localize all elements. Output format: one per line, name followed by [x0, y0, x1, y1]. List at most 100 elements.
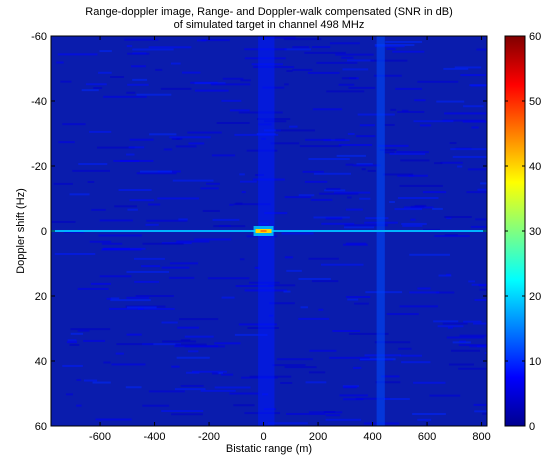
noise-streak: [140, 265, 161, 268]
noise-streak: [298, 317, 330, 320]
noise-streak: [87, 180, 95, 183]
noise-streak: [142, 343, 181, 346]
noise-streak: [308, 257, 339, 260]
noise-streak: [240, 79, 251, 82]
noise-streak: [233, 203, 271, 206]
noise-streak: [482, 412, 487, 415]
noise-streak: [241, 191, 246, 194]
noise-streak: [324, 189, 346, 192]
noise-streak: [200, 187, 219, 190]
noise-streak: [398, 347, 412, 350]
noise-streak: [448, 363, 475, 366]
noise-streak: [467, 168, 487, 171]
noise-streak: [76, 404, 82, 407]
noise-streak: [58, 141, 75, 144]
noise-streak: [180, 339, 191, 342]
noise-streak: [417, 418, 432, 421]
noise-streak: [359, 124, 375, 127]
noise-streak: [239, 173, 245, 176]
y-tick-label: 20: [35, 291, 47, 303]
noise-streak: [213, 225, 246, 228]
noise-streak: [272, 364, 306, 367]
noise-streak: [281, 232, 314, 235]
noise-streak: [124, 38, 159, 41]
noise-streak: [417, 80, 459, 83]
noise-streak: [468, 280, 476, 283]
noise-streak: [399, 184, 443, 187]
noise-streak: [394, 208, 423, 211]
noise-streak: [133, 257, 165, 260]
noise-streak: [126, 333, 142, 336]
noise-streak: [78, 163, 108, 166]
noise-streak: [389, 201, 395, 204]
colorbar-tick-label: 0: [529, 421, 535, 433]
x-tick-label: 0: [260, 431, 266, 443]
noise-streak: [91, 208, 106, 211]
noise-streak: [370, 59, 408, 62]
noise-streak: [378, 144, 409, 147]
noise-streak: [180, 384, 204, 387]
noise-streak: [412, 413, 446, 416]
noise-streak: [172, 179, 214, 182]
noise-streak: [93, 87, 103, 90]
noise-streak: [77, 287, 109, 290]
noise-streak: [148, 46, 192, 49]
noise-streak: [410, 205, 425, 208]
noise-streak: [184, 345, 226, 348]
noise-streak: [148, 390, 185, 393]
noise-streak: [263, 120, 287, 123]
noise-streak: [114, 205, 137, 208]
noise-streak: [429, 394, 461, 397]
noise-streak: [325, 217, 343, 220]
noise-streak: [229, 109, 250, 112]
noise-streak: [222, 77, 244, 80]
noise-streak: [54, 252, 96, 255]
y-tick-label: 40: [35, 356, 47, 368]
noise-streak: [304, 51, 346, 54]
noise-streak: [311, 280, 339, 283]
noise-streak: [323, 410, 336, 413]
y-tick-label: 60: [35, 421, 47, 433]
noise-streak: [270, 142, 300, 145]
noise-streak: [97, 146, 135, 149]
x-tick-label: -400: [144, 431, 166, 443]
noise-streak: [216, 121, 250, 124]
noise-streak: [459, 334, 487, 337]
noise-streak: [160, 87, 192, 90]
noise-streak: [345, 242, 367, 245]
noise-streak: [457, 165, 463, 168]
noise-streak: [479, 288, 487, 291]
noise-streak: [343, 226, 375, 229]
noise-streak: [466, 191, 487, 194]
noise-streak: [76, 378, 81, 381]
noise-streak: [186, 371, 200, 374]
noise-streak: [341, 56, 354, 59]
noise-streak: [90, 282, 112, 285]
noise-streak: [311, 46, 331, 49]
noise-streak: [476, 48, 487, 51]
noise-streak: [95, 418, 132, 421]
noise-streak: [343, 243, 368, 246]
noise-streak: [217, 372, 223, 375]
noise-streak: [110, 297, 120, 300]
colorbar-ticks: 0 10 20 30 40 50 60: [505, 31, 541, 433]
noise-streak: [127, 83, 149, 86]
noise-streak: [126, 153, 135, 156]
noise-streak: [99, 219, 133, 222]
noise-streak: [276, 358, 313, 361]
noise-streak: [126, 45, 133, 48]
noise-streak: [409, 253, 450, 256]
noise-streak: [176, 240, 210, 243]
noise-streak: [283, 290, 291, 293]
noise-streak: [361, 168, 366, 171]
noise-streak: [333, 191, 371, 194]
noise-streak: [89, 130, 112, 133]
noise-streak: [221, 296, 235, 299]
noise-streak: [477, 188, 487, 191]
noise-streak: [344, 224, 388, 227]
noise-streak: [343, 398, 364, 401]
noise-streak: [238, 323, 277, 326]
noise-streak: [66, 341, 78, 344]
noise-streak: [417, 287, 431, 290]
